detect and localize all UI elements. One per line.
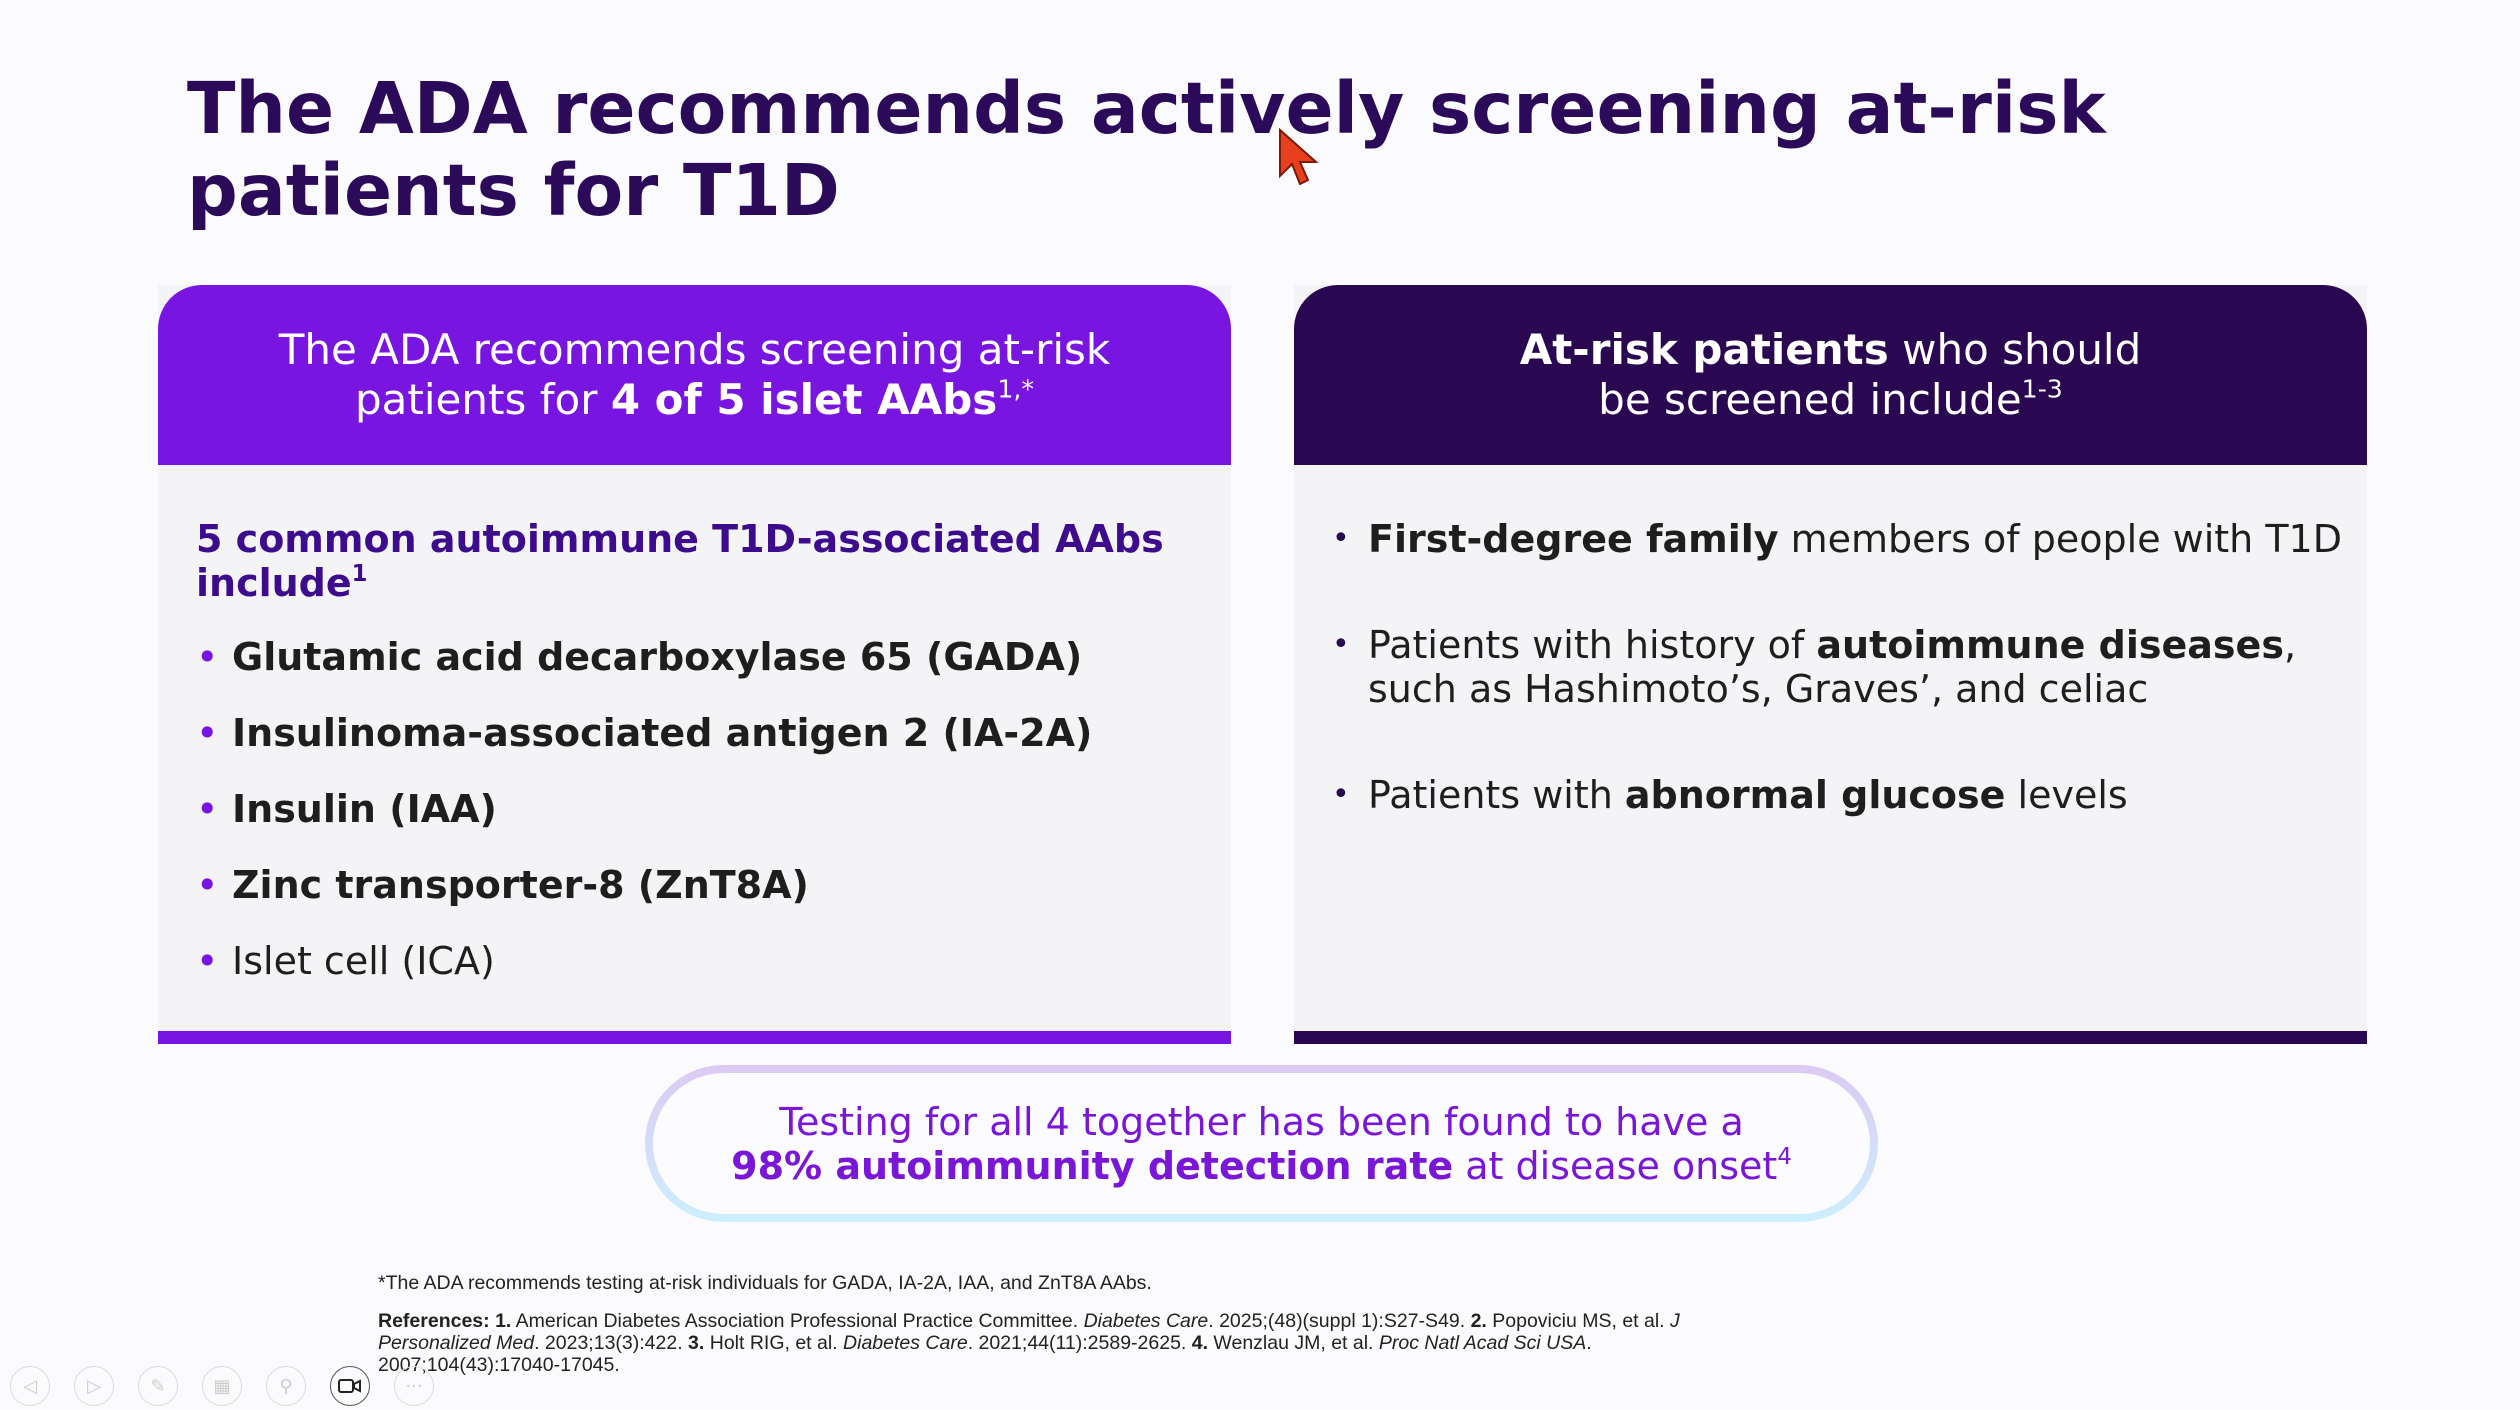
pen-icon[interactable]: ✎ — [138, 1366, 178, 1406]
bullet-icon: • — [1332, 627, 1350, 662]
video-icon[interactable] — [330, 1366, 370, 1406]
slides-icon[interactable]: ▦ — [202, 1366, 242, 1406]
next-icon[interactable]: ▷ — [74, 1366, 114, 1406]
list-item: • Zinc transporter-8 (ZnT8A) — [196, 863, 809, 907]
aab-card-header: The ADA recommends screening at-risk pati… — [158, 285, 1231, 465]
bullet-icon: • — [196, 787, 219, 831]
card-bottom-bar — [158, 1031, 1231, 1044]
slide-title: The ADA recommends actively screening at… — [187, 67, 2106, 232]
detection-rate-callout: Testing for all 4 together has been foun… — [645, 1065, 1878, 1222]
at-risk-card: At-risk patients who should be screened i… — [1294, 285, 2367, 1044]
at-risk-card-header: At-risk patients who should be screened i… — [1294, 285, 2367, 465]
footnote: *The ADA recommends testing at-risk indi… — [378, 1272, 1152, 1294]
bullet-icon: • — [196, 863, 219, 907]
list-item: • First-degree family members of people w… — [1332, 517, 2342, 561]
list-item: • Insulinoma-associated antigen 2 (IA-2A) — [196, 711, 1093, 755]
list-item: • Insulin (IAA) — [196, 787, 497, 831]
list-item: • Islet cell (ICA) — [196, 939, 495, 983]
previous-icon[interactable]: ◁ — [10, 1366, 50, 1406]
list-item: • Patients with history of autoimmune dis… — [1332, 623, 2297, 711]
aab-subheading: 5 common autoimmune T1D-associated AAbs … — [196, 517, 1164, 605]
aab-list: • Glutamic acid decarboxylase 65 (GADA) •… — [196, 635, 1092, 1015]
bullet-icon: • — [196, 711, 219, 755]
more-icon[interactable]: ··· — [394, 1366, 434, 1406]
bullet-icon: • — [196, 635, 219, 679]
list-item: • Patients with abnormal glucose levels — [1332, 773, 2128, 817]
bullet-icon: • — [1332, 521, 1350, 556]
bullet-icon: • — [196, 939, 219, 983]
at-risk-list: • First-degree family members of people w… — [1332, 517, 2342, 879]
card-bottom-bar — [1294, 1031, 2367, 1044]
mouse-cursor-icon — [1279, 128, 1319, 186]
list-item: • Glutamic acid decarboxylase 65 (GADA) — [196, 635, 1083, 679]
bullet-icon: • — [1332, 777, 1350, 812]
aab-card: The ADA recommends screening at-risk pati… — [158, 285, 1231, 1044]
references: References: 1. American Diabetes Associa… — [378, 1310, 1680, 1376]
zoom-icon[interactable]: ⚲ — [266, 1366, 306, 1406]
presentation-toolbar: ◁ ▷ ✎ ▦ ⚲ ··· — [10, 1366, 434, 1406]
